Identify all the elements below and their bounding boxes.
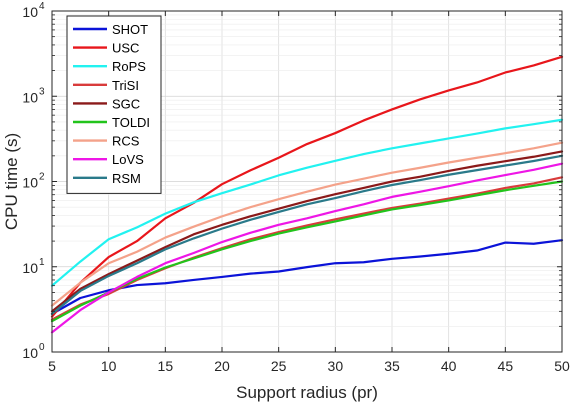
legend-label-rcs: RCS [112, 134, 140, 149]
legend-label-trisi: TriSI [112, 78, 139, 93]
legend-label-sgc: SGC [112, 96, 140, 111]
x-tick-label: 35 [384, 358, 400, 374]
legend-label-rsm: RSM [112, 171, 141, 186]
series-line-lovs [50, 162, 564, 334]
legend-label-shot: SHOT [112, 22, 148, 37]
series-line-toldi [50, 180, 564, 323]
series-line-rops [50, 118, 564, 287]
axis-ticks [51, 10, 563, 353]
series-layer [50, 55, 564, 334]
x-tick-label: 5 [48, 358, 56, 374]
y-tick-label: 10 [22, 260, 38, 276]
series-line-sgc [50, 150, 564, 313]
legend: SHOT USC RoPS TriSI SGC TOLDI RCS LoVS RSM [66, 15, 162, 194]
y-tick-exponent: 4 [39, 1, 45, 12]
x-tick-labels: 5 10 15 20 25 30 35 40 45 50 [48, 358, 570, 374]
y-tick-label: 10 [22, 4, 38, 20]
y-tick-label: 10 [22, 345, 38, 361]
x-tick-label: 15 [158, 358, 174, 374]
x-tick-label: 25 [271, 358, 287, 374]
x-tick-label: 45 [498, 358, 514, 374]
x-tick-label: 40 [441, 358, 457, 374]
y-tick-label: 10 [22, 175, 38, 191]
legend-label-rops: RoPS [112, 59, 146, 74]
y-axis-label: CPU time (s) [2, 133, 21, 230]
x-tick-label: 10 [101, 358, 117, 374]
x-tick-label: 20 [214, 358, 230, 374]
legend-label-lovs: LoVS [112, 152, 144, 167]
x-tick-label: 30 [328, 358, 344, 374]
x-axis-label: Support radius (pr) [236, 383, 378, 402]
legend-box [66, 15, 162, 194]
series-line-shot [50, 239, 564, 315]
series-line-rsm [50, 154, 564, 315]
legend-label-usc: USC [112, 41, 139, 56]
series-line-usc [50, 55, 564, 318]
y-tick-label: 10 [22, 89, 38, 105]
y-tick-exponent: 2 [39, 172, 45, 183]
legend-label-toldi: TOLDI [112, 115, 150, 130]
x-tick-label: 50 [554, 358, 570, 374]
y-tick-exponent: 3 [39, 86, 45, 97]
series-line-rcs [50, 141, 564, 307]
y-tick-exponent: 1 [39, 257, 45, 268]
y-tick-exponent: 0 [39, 342, 45, 353]
